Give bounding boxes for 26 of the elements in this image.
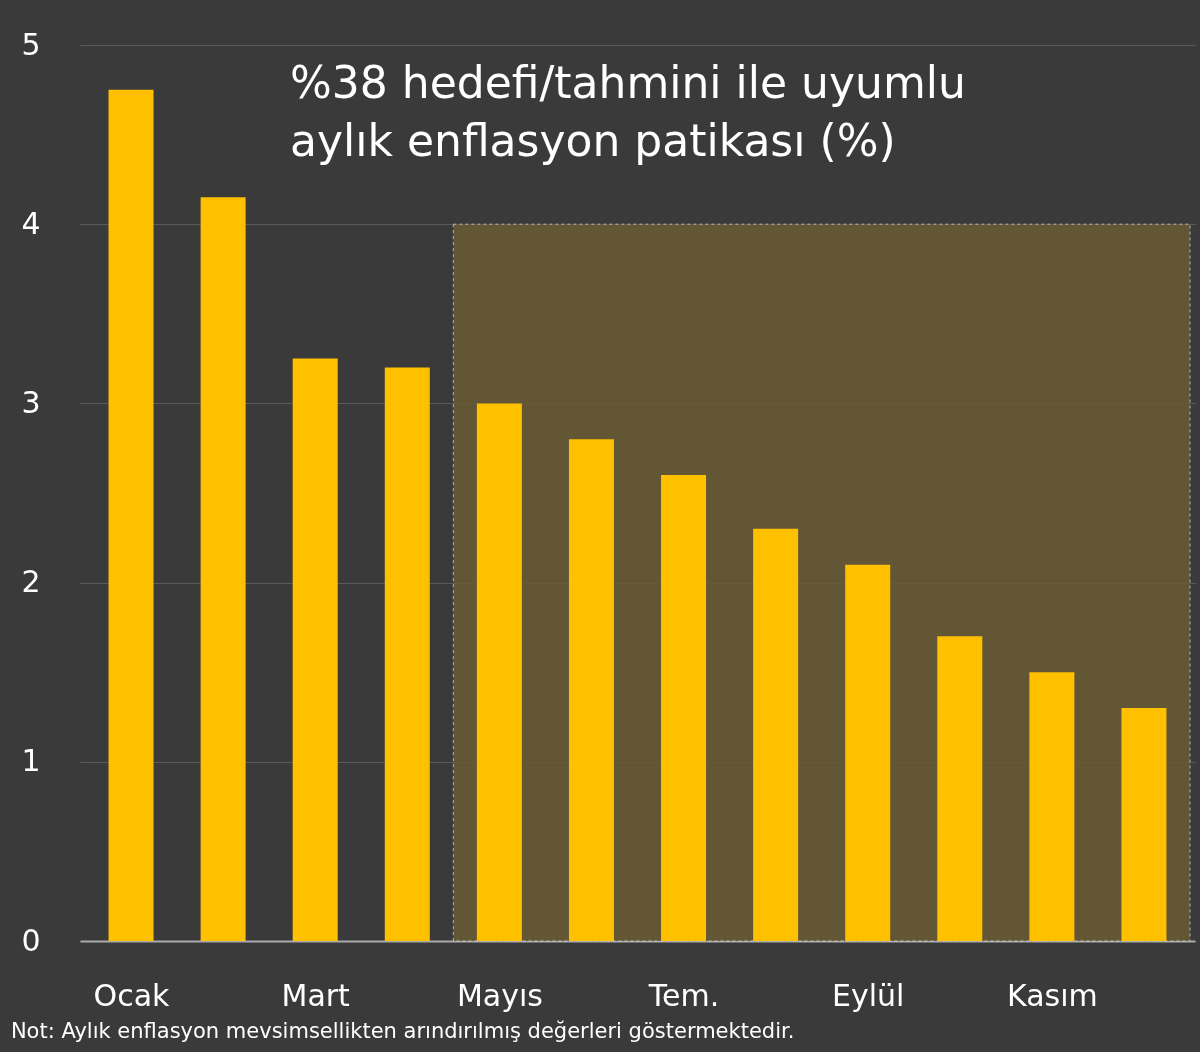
y-tick-label: 0 [21,922,41,958]
bar [1029,672,1075,941]
bar [753,528,799,941]
y-tick-label: 1 [21,743,41,779]
bar [661,475,707,941]
y-tick-label: 4 [21,205,41,241]
bar [292,358,338,941]
text: Not: Aylık enflasyon mevsimsellikten arındırılmış değerleri göstermektedir. [10,1019,795,1043]
bar [108,89,154,941]
bar [1121,708,1167,941]
bar [200,197,246,941]
bar [845,564,891,941]
x-tick-label: Mayıs [456,977,543,1013]
bar [384,367,430,941]
x-tick-label: Eylül [832,977,905,1013]
y-tick-label: 5 [21,26,41,62]
bar [476,403,522,941]
text: %38 hedefi/tahmini ile uyumlu aylık enflasyon patikası (%) [290,57,966,166]
bar [568,439,614,941]
x-tick-label: Mart [281,977,351,1013]
x-tick-label: Tem. [647,977,720,1013]
y-tick-label: 2 [21,564,41,600]
bar [937,636,983,941]
x-tick-label: Kasım [1007,977,1098,1013]
y-tick-label: 3 [21,384,41,420]
x-tick-label: Ocak [93,977,171,1013]
